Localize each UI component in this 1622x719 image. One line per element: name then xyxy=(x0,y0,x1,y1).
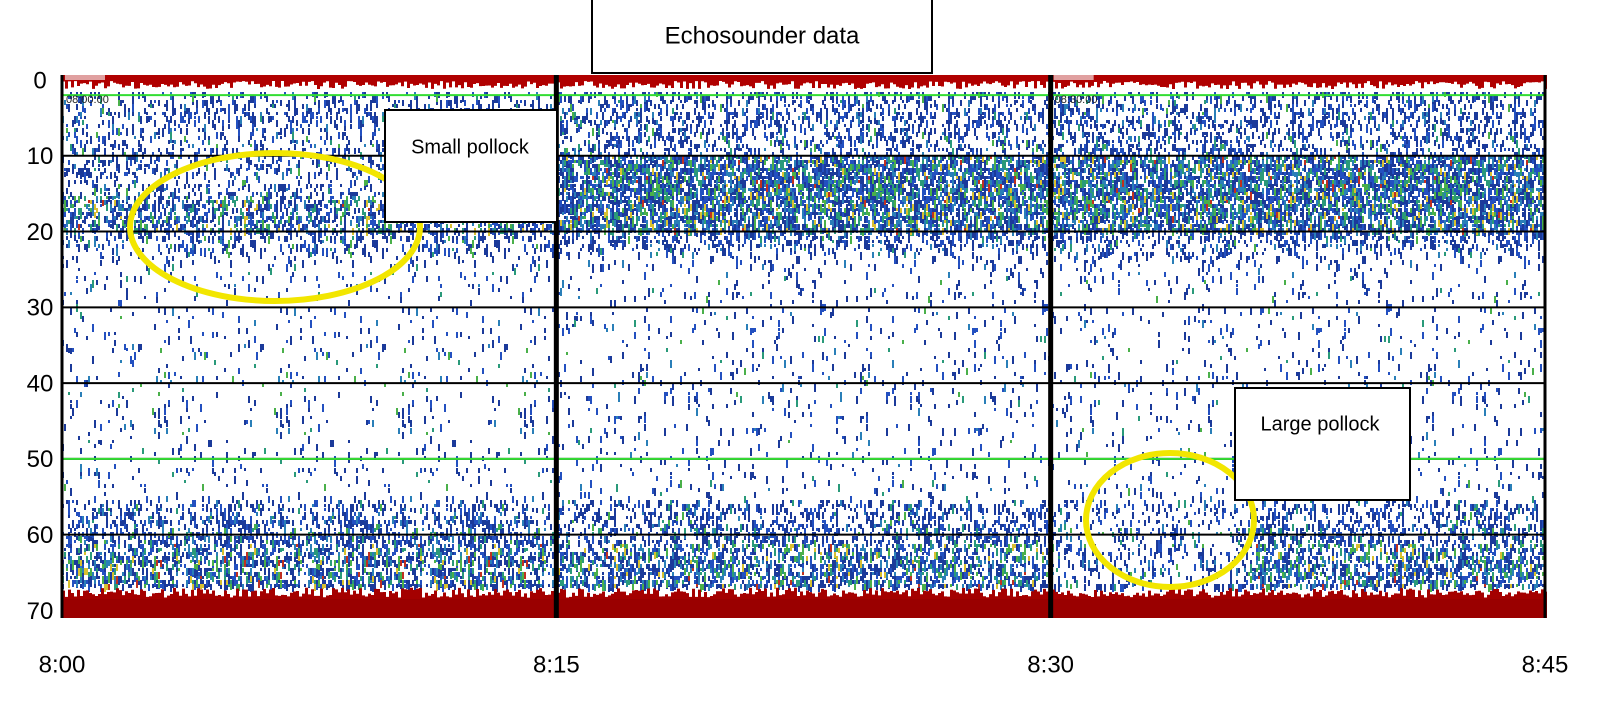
y-tick-label: 20 xyxy=(27,219,54,246)
y-tick-label: 70 xyxy=(27,598,54,625)
highlight-ellipse xyxy=(1083,450,1257,590)
x-tick-label: 8:45 xyxy=(1522,651,1569,678)
time-stamp-flag xyxy=(65,75,105,80)
y-tick-label: 40 xyxy=(27,370,54,397)
annotation-box xyxy=(384,109,558,223)
chart-title: Echosounder data xyxy=(665,22,860,49)
time-stamp-flag xyxy=(1053,75,1094,80)
y-tick-label: 30 xyxy=(27,295,54,322)
y-tick-label: 60 xyxy=(27,522,54,549)
echo-speckle xyxy=(62,92,1546,591)
x-tick-label: 8:00 xyxy=(39,651,86,678)
annotation: Large pollock xyxy=(1261,413,1381,435)
x-tick-label: 8:30 xyxy=(1027,651,1074,678)
highlight-ellipse xyxy=(127,150,423,304)
annotation-box xyxy=(1234,387,1411,501)
seabed-band xyxy=(62,599,1545,618)
y-tick-label: 50 xyxy=(27,446,54,473)
title-box xyxy=(591,0,933,74)
time-stamp: 08:00:00 xyxy=(66,94,109,106)
y-tick-label: 0 xyxy=(33,67,46,94)
surface-band xyxy=(62,75,1547,89)
time-stamp: 08:30:00 xyxy=(1055,94,1098,106)
annotation: Small pollock xyxy=(411,136,530,158)
y-tick-label: 10 xyxy=(27,143,54,170)
x-tick-label: 8:15 xyxy=(533,651,580,678)
